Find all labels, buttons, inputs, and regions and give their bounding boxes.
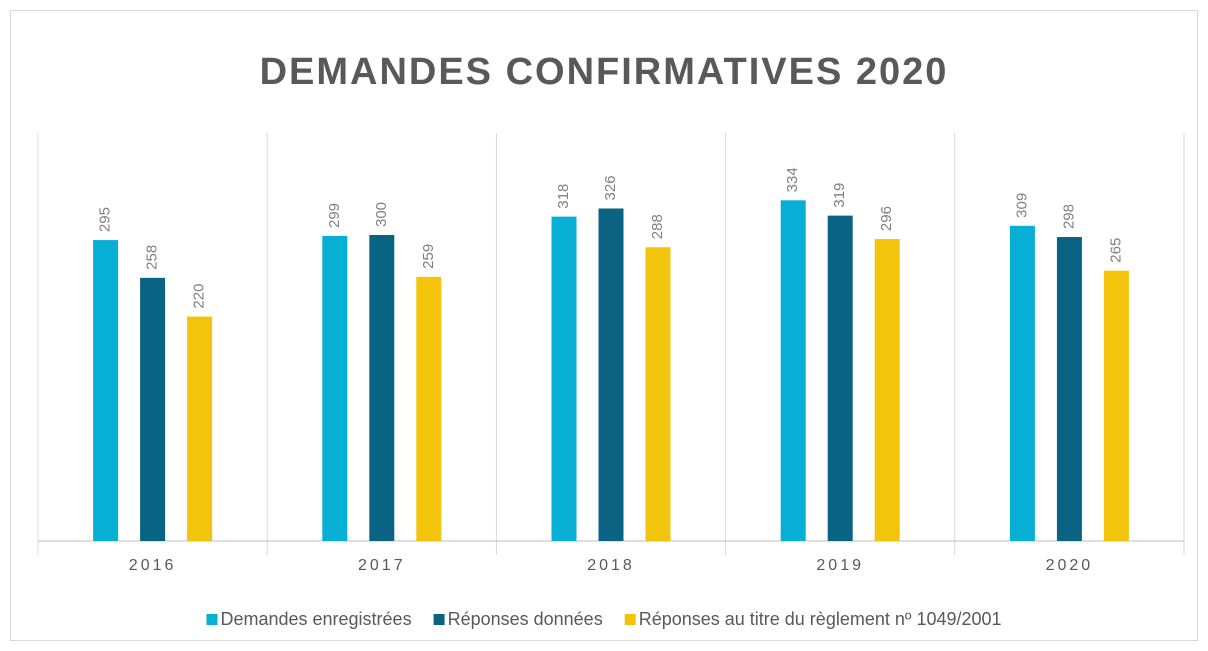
legend-swatch [624,614,636,625]
x-tick-label: 2019 [816,557,864,574]
chart-title: DEMANDES CONFIRMATIVES 2020 [260,51,949,93]
bar [1103,270,1129,541]
bar [874,239,900,541]
legend-label: Réponses données [448,609,603,629]
bar [93,240,119,541]
data-label: 295 [97,207,114,232]
legend-label: Demandes enregistrées [220,609,411,629]
bar [369,235,395,541]
data-label: 309 [1013,193,1030,218]
data-label: 318 [555,184,572,209]
bar [1009,225,1035,541]
bar [1056,237,1082,542]
x-tick-label: 2016 [129,557,177,574]
data-label: 326 [602,175,619,200]
bar [551,216,577,541]
legend-item: Réponses au titre du règlement nº 1049/2… [624,609,1002,629]
legend-item: Réponses données [433,609,603,629]
data-label: 259 [420,244,437,269]
bar [187,316,213,541]
data-label: 334 [784,167,801,192]
bar [645,247,671,542]
legend-label: Réponses au titre du règlement nº 1049/2… [639,609,1002,629]
bar [322,236,348,541]
x-tick-label: 2018 [587,557,635,574]
legend-item: Demandes enregistrées [206,609,412,629]
x-tick-label: 2017 [358,557,406,574]
data-label: 300 [373,202,390,227]
data-label: 299 [326,203,343,228]
data-label: 296 [878,206,895,231]
bar [780,200,806,541]
data-label: 288 [649,214,666,239]
data-label: 298 [1060,204,1077,229]
legend-swatch [206,614,218,625]
legend-swatch [433,614,445,625]
bar [598,208,624,542]
data-label: 265 [1107,238,1124,263]
x-tick-label: 2020 [1046,557,1094,574]
data-label: 319 [831,183,848,208]
bar [827,215,853,541]
data-label: 220 [191,284,208,309]
data-label: 258 [144,245,161,270]
bar [416,276,442,541]
bar [140,277,166,541]
